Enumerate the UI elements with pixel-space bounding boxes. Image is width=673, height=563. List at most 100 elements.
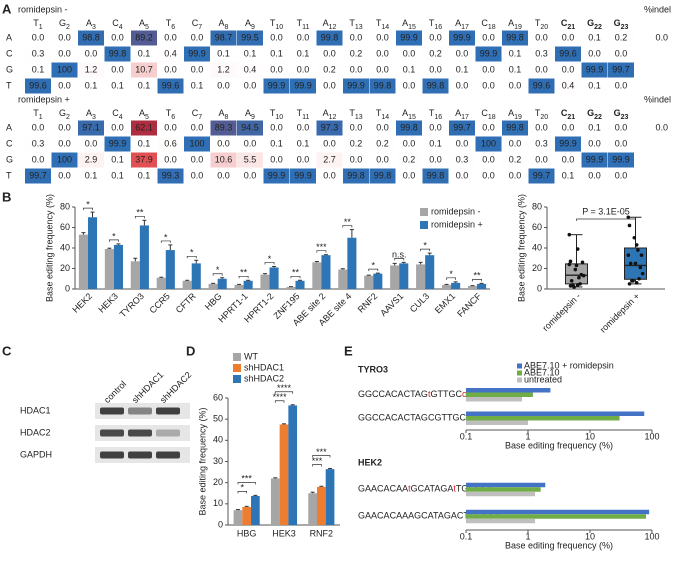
column-index: 23 xyxy=(621,24,629,31)
heat-cell xyxy=(210,46,237,62)
x-tick-label: HEK3 xyxy=(272,528,296,538)
heat-cell xyxy=(131,120,157,136)
cell-label: 0.0 xyxy=(270,122,283,132)
bar xyxy=(104,249,114,289)
heat-cell xyxy=(502,30,528,46)
bar xyxy=(312,262,322,289)
base: T xyxy=(429,484,435,494)
point xyxy=(633,261,638,266)
x-tick-label: HBG xyxy=(237,528,257,538)
point xyxy=(577,275,581,280)
cell-label: 0.0 xyxy=(403,170,416,180)
cell-label: 0.0 xyxy=(191,32,204,42)
x-tick-label: CCR5 xyxy=(147,291,171,315)
heat-cell xyxy=(475,78,502,94)
cell-label: 100 xyxy=(57,154,72,164)
column-header: A5 xyxy=(139,18,149,30)
legend-swatch xyxy=(420,208,428,216)
heat-cell xyxy=(184,120,210,136)
heat-cell xyxy=(528,120,555,136)
significance-bracket xyxy=(212,273,223,276)
cell-label: 99.9 xyxy=(559,138,577,148)
bar xyxy=(466,509,650,515)
heat-cell xyxy=(263,168,290,184)
cell-label: 0.0 xyxy=(456,80,469,90)
x-tick-label: 10 xyxy=(585,431,595,441)
cell-label: 99.8 xyxy=(506,32,524,42)
column-header: T1 xyxy=(33,18,43,30)
heat-cell xyxy=(25,78,51,94)
bar xyxy=(451,282,461,289)
heat-cell xyxy=(131,46,157,62)
column-index: 4 xyxy=(119,114,123,121)
heat-cell xyxy=(422,120,449,136)
cell-label: 0.4 xyxy=(164,48,177,58)
heat-cell xyxy=(78,120,104,136)
heat-cell xyxy=(343,136,369,152)
heat-cell xyxy=(343,168,369,184)
point xyxy=(627,282,632,286)
column-index: 10 xyxy=(275,114,283,121)
cell-label: 0.0 xyxy=(244,80,257,90)
cell-label: 0.1 xyxy=(297,138,310,148)
x-tick-label: TYRO3 xyxy=(118,291,146,319)
row-label: T xyxy=(6,170,12,180)
cell-label: 0.1 xyxy=(111,80,124,90)
heat-cell xyxy=(581,46,608,62)
column-index: 19 xyxy=(514,114,522,121)
column-base: A xyxy=(219,108,225,118)
column-header: C7 xyxy=(192,18,203,30)
gene-title: HEK2 xyxy=(358,457,382,467)
heatmap-title: romidepsin + xyxy=(18,94,70,104)
column-header: C21 xyxy=(561,108,575,120)
cell-label: 99.9 xyxy=(612,154,630,164)
column-header: A19 xyxy=(508,18,522,30)
bar xyxy=(165,250,175,289)
column-header: A12 xyxy=(323,18,337,30)
heat-cell xyxy=(396,46,422,62)
significance-bracket xyxy=(316,250,327,253)
column-base: T xyxy=(33,18,39,28)
cell-label: 37.9 xyxy=(135,154,153,164)
heat-cell xyxy=(263,120,290,136)
heat-cell xyxy=(369,46,396,62)
heat-cell xyxy=(369,62,396,78)
column-header: A15 xyxy=(402,108,416,120)
bar xyxy=(288,405,298,525)
cell-label: 2.9 xyxy=(85,154,98,164)
cell-label: 0.2 xyxy=(350,48,363,58)
heat-cell xyxy=(290,120,316,136)
cell-label: 0.0 xyxy=(615,122,628,132)
base: G xyxy=(461,484,468,494)
bar xyxy=(113,244,123,289)
cell-label: 99.6 xyxy=(559,48,577,58)
base: G xyxy=(358,484,365,494)
base: A xyxy=(371,511,377,521)
cell-label: 99.7 xyxy=(29,170,47,180)
row-label: C xyxy=(6,138,13,148)
cell-label: 0.0 xyxy=(270,154,283,164)
heat-cell xyxy=(449,62,475,78)
lane-label: control xyxy=(102,379,128,405)
blot-band xyxy=(156,451,180,459)
cell-label: 0.0 xyxy=(403,80,416,90)
cell-label: 0.0 xyxy=(58,80,71,90)
column-base: A xyxy=(508,18,514,28)
cell-label: 0.0 xyxy=(297,32,310,42)
significance-bracket xyxy=(238,275,249,279)
cell-label: 99.8 xyxy=(400,122,418,132)
heat-cell xyxy=(25,168,51,184)
column-header: C21 xyxy=(561,18,575,30)
column-header: T14 xyxy=(376,108,389,120)
heat-cell xyxy=(502,46,528,62)
x-tick-label: HEK2 xyxy=(70,291,94,315)
heat-cell xyxy=(157,168,184,184)
base: G xyxy=(358,413,365,423)
heat-cell xyxy=(502,136,528,152)
cell-label: 0.0 xyxy=(58,170,71,180)
cell-label: 0.0 xyxy=(164,32,177,42)
column-header: A19 xyxy=(508,108,522,120)
heat-cell xyxy=(51,30,78,46)
heat-cell xyxy=(316,168,343,184)
cell-label: 0.2 xyxy=(429,48,442,58)
